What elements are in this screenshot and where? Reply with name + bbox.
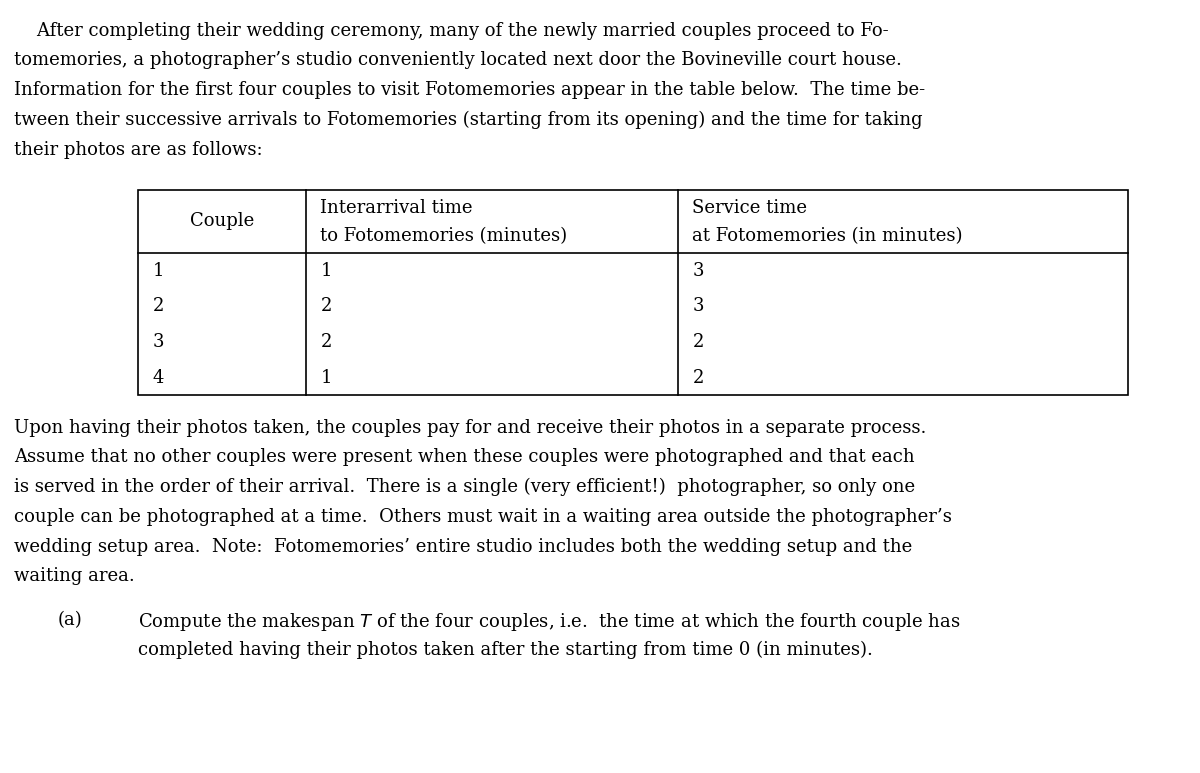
Text: is served in the order of their arrival.  There is a single (very efficient!)  p: is served in the order of their arrival.… (14, 478, 916, 496)
Text: Upon having their photos taken, the couples pay for and receive their photos in : Upon having their photos taken, the coup… (14, 419, 926, 437)
Text: Information for the first four couples to visit Fotomemories appear in the table: Information for the first four couples t… (14, 81, 925, 99)
Text: 3: 3 (692, 262, 704, 280)
Text: tween their successive arrivals to Fotomemories (starting from its opening) and : tween their successive arrivals to Fotom… (14, 111, 923, 129)
Text: to Fotomemories (minutes): to Fotomemories (minutes) (320, 226, 568, 245)
Text: tomemories, a photographer’s studio conveniently located next door the Bovinevil: tomemories, a photographer’s studio conv… (14, 51, 902, 70)
Text: 1: 1 (320, 262, 332, 280)
Text: 1: 1 (320, 369, 332, 386)
Text: After completing their wedding ceremony, many of the newly married couples proce: After completing their wedding ceremony,… (14, 22, 889, 39)
Text: 2: 2 (152, 298, 163, 315)
Text: waiting area.: waiting area. (14, 567, 136, 585)
Text: 1: 1 (152, 262, 164, 280)
Text: couple can be photographed at a time.  Others must wait in a waiting area outsid: couple can be photographed at a time. Ot… (14, 508, 953, 526)
Text: 2: 2 (320, 298, 331, 315)
Text: Assume that no other couples were present when these couples were photographed a: Assume that no other couples were presen… (14, 448, 916, 466)
Text: (a): (a) (58, 611, 83, 629)
Text: 2: 2 (320, 333, 331, 351)
Text: at Fotomemories (in minutes): at Fotomemories (in minutes) (692, 226, 962, 245)
Text: their photos are as follows:: their photos are as follows: (14, 141, 263, 158)
Text: Couple: Couple (190, 213, 254, 230)
Text: wedding setup area.  Note:  Fotomemories’ entire studio includes both the weddin: wedding setup area. Note: Fotomemories’ … (14, 537, 913, 556)
Text: 2: 2 (692, 369, 703, 386)
Text: Service time: Service time (692, 199, 808, 217)
Text: Compute the makespan $T$ of the four couples, i.e.  the time at which the fourth: Compute the makespan $T$ of the four cou… (138, 611, 960, 633)
Text: 4: 4 (152, 369, 163, 386)
Text: completed having their photos taken after the starting from time 0 (in minutes).: completed having their photos taken afte… (138, 641, 872, 659)
Text: 3: 3 (692, 298, 704, 315)
Text: 2: 2 (692, 333, 703, 351)
Text: Interarrival time: Interarrival time (320, 199, 473, 217)
Text: 3: 3 (152, 333, 164, 351)
